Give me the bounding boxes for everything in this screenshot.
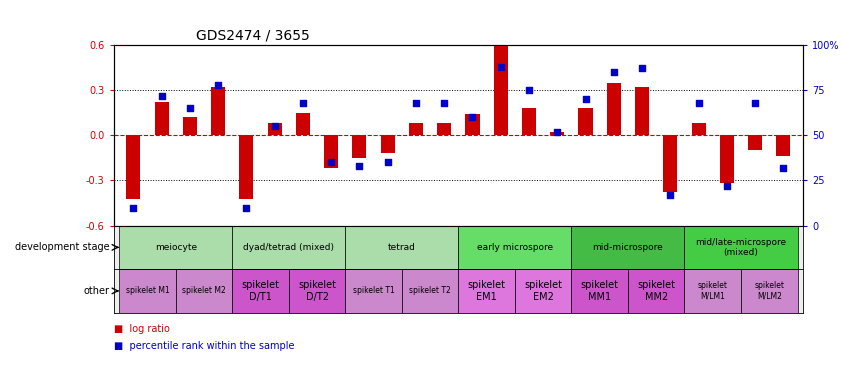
Point [635, 66, 648, 72]
Bar [685, 269, 741, 313]
Bar [296, 113, 310, 135]
Point [466, 114, 479, 120]
Point [381, 159, 394, 165]
Bar [748, 135, 762, 150]
Bar [324, 135, 338, 168]
Point [155, 93, 168, 99]
Point [522, 87, 536, 93]
Text: mid/late-microspore
(mixed): mid/late-microspore (mixed) [696, 238, 786, 257]
Text: spikelet
D/T2: spikelet D/T2 [298, 280, 336, 302]
Point [664, 192, 677, 198]
Text: spikelet
M/LM1: spikelet M/LM1 [698, 281, 727, 301]
Point [579, 96, 592, 102]
Point [268, 123, 282, 129]
Point [551, 129, 564, 135]
Bar [288, 269, 346, 313]
Bar [352, 135, 367, 158]
Bar [232, 269, 288, 313]
Bar [381, 135, 394, 153]
Text: spikelet
MM1: spikelet MM1 [580, 280, 619, 302]
Bar [685, 226, 797, 269]
Bar [550, 132, 564, 135]
Point [240, 204, 253, 210]
Bar [458, 226, 571, 269]
Bar [126, 135, 140, 198]
Text: spikelet
D/T1: spikelet D/T1 [241, 280, 279, 302]
Point [437, 100, 451, 106]
Text: spikelet T1: spikelet T1 [352, 286, 394, 296]
Point [352, 163, 366, 169]
Text: meiocyte: meiocyte [155, 243, 197, 252]
Point [720, 183, 733, 189]
Bar [346, 269, 402, 313]
Point [776, 165, 790, 171]
Point [410, 100, 423, 106]
Point [692, 100, 706, 106]
Point [211, 82, 225, 88]
Text: spikelet M1: spikelet M1 [125, 286, 169, 296]
Text: spikelet
MM2: spikelet MM2 [637, 280, 675, 302]
Text: spikelet
EM2: spikelet EM2 [524, 280, 562, 302]
Bar [176, 269, 232, 313]
Text: tetrad: tetrad [388, 243, 415, 252]
Bar [155, 102, 169, 135]
Text: ■  log ratio: ■ log ratio [114, 324, 169, 334]
Text: ■  percentile rank within the sample: ■ percentile rank within the sample [114, 341, 294, 351]
Bar [571, 269, 628, 313]
Point [325, 159, 338, 165]
Text: spikelet
EM1: spikelet EM1 [468, 280, 505, 302]
Bar [494, 45, 508, 135]
Text: early microspore: early microspore [477, 243, 553, 252]
Bar [720, 135, 734, 183]
Bar [119, 269, 176, 313]
Bar [691, 123, 706, 135]
Bar [409, 123, 423, 135]
Bar [119, 226, 232, 269]
Bar [267, 123, 282, 135]
Bar [182, 117, 197, 135]
Point [296, 100, 309, 106]
Bar [628, 269, 685, 313]
Point [748, 100, 762, 106]
Bar [402, 269, 458, 313]
Text: mid-microspore: mid-microspore [593, 243, 664, 252]
Bar [635, 87, 649, 135]
Text: GDS2474 / 3655: GDS2474 / 3655 [196, 28, 310, 42]
Bar [579, 108, 593, 135]
Point [183, 105, 197, 111]
Bar [515, 269, 571, 313]
Bar [346, 226, 458, 269]
Point [607, 69, 621, 75]
Bar [776, 135, 791, 156]
Text: development stage: development stage [14, 242, 109, 252]
Bar [240, 135, 253, 198]
Text: dyad/tetrad (mixed): dyad/tetrad (mixed) [243, 243, 334, 252]
Text: spikelet
M/LM2: spikelet M/LM2 [754, 281, 785, 301]
Text: spikelet T2: spikelet T2 [410, 286, 451, 296]
Bar [606, 82, 621, 135]
Bar [458, 269, 515, 313]
Text: other: other [83, 286, 109, 296]
Bar [465, 114, 479, 135]
Bar [232, 226, 346, 269]
Text: spikelet M2: spikelet M2 [182, 286, 226, 296]
Bar [664, 135, 677, 192]
Bar [571, 226, 685, 269]
Bar [522, 108, 536, 135]
Bar [211, 87, 225, 135]
Bar [437, 123, 452, 135]
Bar [741, 269, 797, 313]
Point [127, 204, 140, 210]
Point [494, 64, 507, 70]
